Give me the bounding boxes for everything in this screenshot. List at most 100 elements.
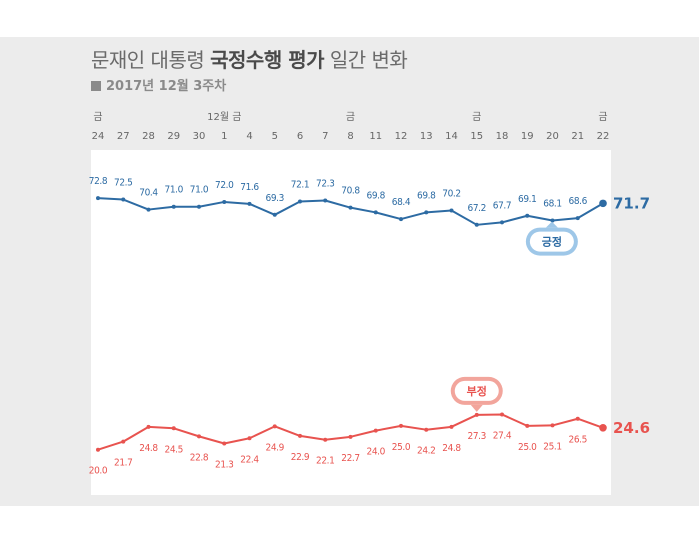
data-label: 21.3 [215, 460, 233, 471]
badge-inner [529, 231, 574, 252]
data-label: 25.0 [392, 442, 411, 453]
data-point [399, 423, 403, 428]
last-value-label: 24.6 [613, 419, 650, 437]
x-tick-label: 30 [193, 131, 206, 142]
negative-legend-badge: 부정 [450, 376, 503, 412]
data-point [272, 212, 277, 217]
data-point [474, 412, 479, 417]
badge-pointer [470, 404, 483, 412]
data-point [373, 428, 378, 433]
data-label: 24.9 [266, 442, 285, 453]
x-tick-label: 28 [142, 131, 155, 142]
data-point [500, 412, 504, 417]
x-tick-label: 22 [597, 131, 610, 142]
data-label: 69.1 [518, 194, 536, 205]
x-tick-label: 20 [546, 131, 559, 142]
data-point [575, 216, 580, 221]
data-point [121, 439, 126, 444]
data-point [197, 204, 201, 209]
data-point [525, 213, 530, 218]
x-tick-label: 24 [92, 131, 105, 142]
page-title: 문재인 대통령 국정수행 평가 일간 변화 [91, 48, 408, 72]
data-point [449, 208, 454, 213]
series-lines: 72.8 72.5 70.4 71.0 71.0 72.0 71.6 69.3 72.1 72.3… [89, 176, 650, 477]
data-label: 72.3 [316, 179, 334, 190]
data-point [323, 437, 328, 442]
data-point [171, 204, 176, 209]
data-point [550, 423, 555, 428]
x-top-label: 12월 금 [207, 111, 241, 123]
badge-pointer [545, 221, 558, 228]
data-label: 68.6 [569, 196, 588, 207]
x-top-label: 금 [598, 111, 607, 123]
data-label: 24.0 [367, 447, 386, 458]
data-label: 71.0 [165, 185, 184, 196]
data-point [146, 207, 151, 212]
data-label: 24.2 [417, 446, 435, 457]
data-label: 22.7 [341, 453, 359, 464]
data-label: 22.1 [316, 456, 334, 467]
data-point [298, 433, 302, 438]
data-label: 68.4 [392, 197, 411, 208]
data-label: 24.8 [139, 443, 158, 454]
data-label: 27.4 [493, 430, 512, 441]
data-point [449, 424, 454, 429]
data-point [599, 423, 607, 432]
data-point [550, 218, 555, 223]
badge-inner [454, 380, 499, 401]
data-label: 71.0 [190, 185, 209, 196]
data-point [424, 427, 429, 432]
data-label: 24.5 [165, 444, 183, 455]
x-tick-label: 6 [297, 131, 303, 142]
x-tick-label: 15 [470, 131, 483, 142]
data-point [121, 197, 126, 202]
positive-legend-badge: 긍정 [525, 221, 578, 256]
data-point [247, 201, 252, 206]
data-label: 27.3 [468, 431, 486, 442]
data-point [424, 210, 429, 215]
data-point [525, 423, 530, 428]
data-label: 72.1 [291, 179, 309, 190]
data-label: 26.5 [569, 435, 587, 446]
data-point [96, 196, 100, 201]
data-label: 25.0 [518, 442, 537, 453]
data-label: 71.6 [240, 182, 259, 193]
x-top-label: 금 [472, 111, 481, 123]
data-point [146, 424, 151, 429]
data-point [348, 205, 353, 210]
data-label: 22.9 [291, 452, 310, 463]
x-axis: 24 27 28 29 30 1 4 5 6 7 8 11 12 13 14 15 18 19 20 21 22금 12월… [92, 111, 610, 142]
data-label: 72.8 [89, 176, 108, 187]
data-label: 22.8 [190, 452, 209, 463]
data-point [474, 222, 479, 227]
x-top-label: 금 [346, 111, 355, 123]
data-point [323, 198, 328, 203]
x-tick-label: 1 [221, 131, 227, 142]
data-point [272, 424, 277, 429]
x-tick-label: 29 [167, 131, 180, 142]
data-point [96, 447, 100, 452]
data-label: 68.1 [543, 199, 561, 210]
data-point [298, 199, 302, 204]
data-label: 69.8 [417, 190, 436, 201]
data-label: 70.4 [139, 188, 158, 199]
data-label: 67.7 [493, 200, 511, 211]
data-label: 72.0 [215, 180, 234, 191]
data-label: 25.1 [543, 441, 561, 452]
data-point [500, 220, 504, 225]
data-label: 69.3 [266, 193, 284, 204]
badge-label: 긍정 [542, 235, 562, 249]
x-tick-label: 7 [322, 131, 328, 142]
x-tick-label: 5 [272, 131, 278, 142]
x-tick-label: 21 [571, 131, 584, 142]
data-label: 72.5 [114, 178, 132, 189]
data-point [575, 416, 580, 421]
square-bullet-icon [91, 81, 101, 91]
data-label: 20.0 [89, 466, 108, 477]
badge-label: 부정 [467, 384, 487, 398]
x-tick-label: 14 [445, 131, 458, 142]
x-tick-label: 4 [246, 131, 252, 142]
data-label: 70.8 [341, 186, 360, 197]
